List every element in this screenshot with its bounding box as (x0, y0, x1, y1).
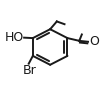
Text: O: O (89, 35, 99, 48)
Text: HO: HO (4, 31, 24, 44)
Text: Br: Br (22, 64, 36, 77)
